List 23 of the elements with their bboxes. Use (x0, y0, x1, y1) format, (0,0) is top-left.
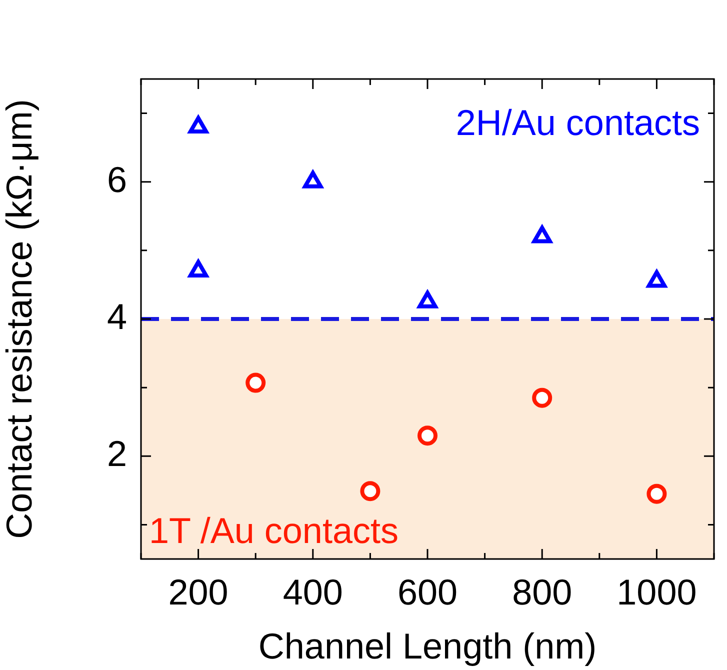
x-tick-label: 800 (512, 572, 572, 613)
x-tick-label: 600 (397, 572, 458, 613)
point (532, 226, 552, 244)
point (532, 388, 552, 408)
point (360, 481, 380, 502)
point (418, 290, 438, 308)
x-axis-title: Channel Length (nm) (258, 625, 597, 666)
x-tick-label: 200 (168, 572, 228, 613)
point (188, 116, 208, 134)
annotation: 1T /Au contacts (149, 510, 398, 551)
y-tick-label: 6 (106, 158, 127, 200)
annotation: 2H/Au contacts (456, 102, 700, 143)
point (646, 484, 667, 504)
y-axis-title: Contact resistance (kΩ·μm) (0, 99, 40, 539)
y-tick-label: 4 (106, 296, 127, 337)
x-tick-label: 400 (282, 572, 343, 613)
point (188, 260, 208, 278)
x-tick-label: 1000 (616, 572, 697, 613)
point (646, 270, 666, 288)
y-tick-label: 2 (106, 433, 127, 474)
point (246, 372, 266, 393)
point (418, 426, 438, 446)
point (303, 170, 323, 188)
